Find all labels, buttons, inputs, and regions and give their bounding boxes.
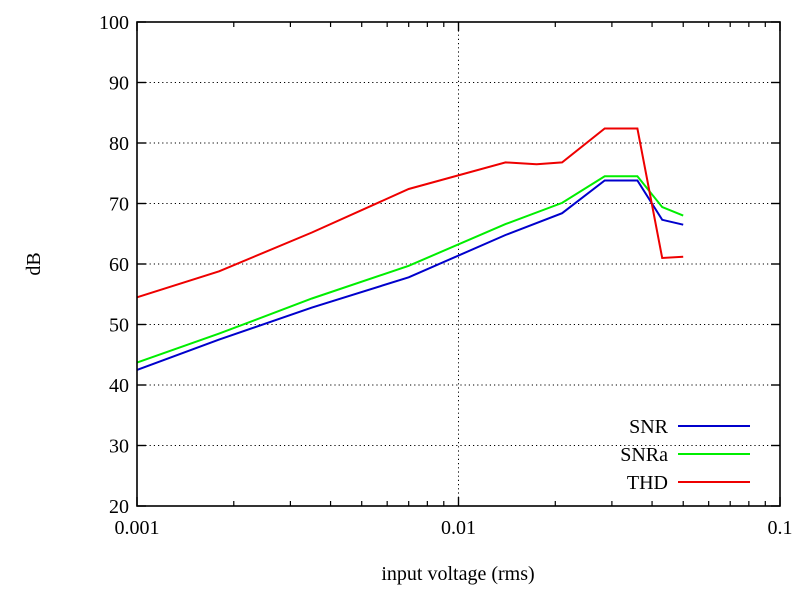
y-tick-label: 100 xyxy=(99,12,129,34)
legend-label-snra: SNRa xyxy=(620,444,668,466)
y-tick-label: 60 xyxy=(109,254,129,276)
x-tick-label: 0.001 xyxy=(115,517,160,539)
y-tick-label: 20 xyxy=(109,496,129,518)
legend: SNR SNRa THD xyxy=(620,416,750,494)
y-tick-label: 50 xyxy=(109,315,129,337)
grid-layer xyxy=(137,22,780,506)
legend-label-thd: THD xyxy=(627,472,668,494)
y-tick-label: 90 xyxy=(109,73,129,95)
y-tick-label: 80 xyxy=(109,133,129,155)
series-line-thd xyxy=(136,127,684,299)
tick-layer: 20 30 40 50 60 70 80 90 100 0.001 0.01 0.1 xyxy=(99,12,793,539)
x-tick-label: 0.01 xyxy=(441,517,476,539)
series-line-snra xyxy=(136,175,684,364)
series-layer xyxy=(136,127,684,371)
legend-label-snr: SNR xyxy=(629,416,669,438)
y-tick-label: 40 xyxy=(109,375,129,397)
series-line-snr xyxy=(136,179,684,371)
x-tick-label: 0.1 xyxy=(768,517,793,539)
y-tick-label: 70 xyxy=(109,194,129,216)
y-tick-label: 30 xyxy=(109,436,129,458)
x-axis-label: input voltage (rms) xyxy=(381,563,534,585)
y-axis-label: dB xyxy=(23,252,45,275)
